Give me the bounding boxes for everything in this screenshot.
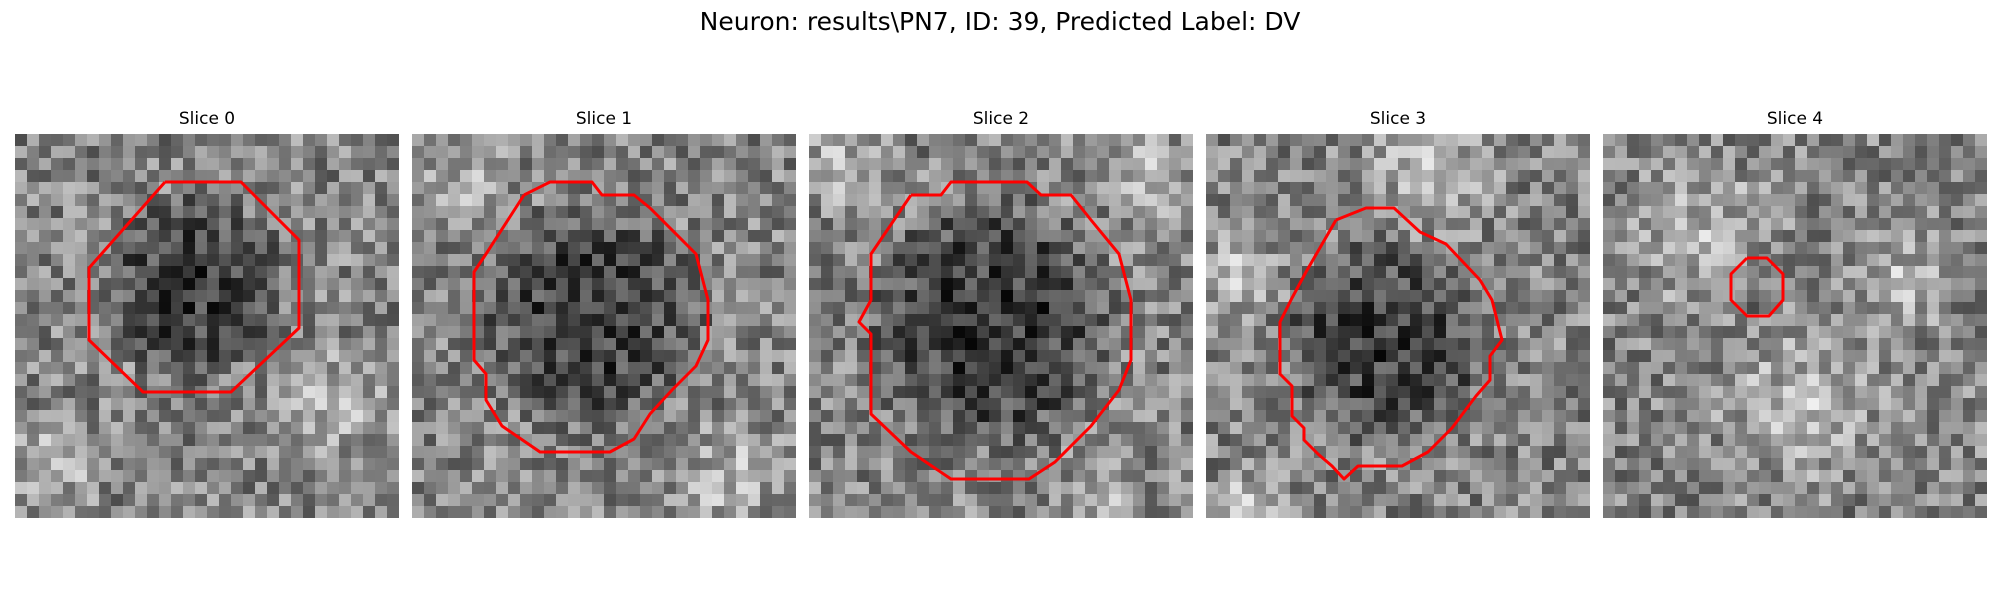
neuron-contour-overlay bbox=[1729, 256, 1785, 318]
neuron-contour bbox=[1729, 256, 1785, 318]
slice-panel-0: Slice 0 bbox=[15, 108, 399, 518]
neuron-contour-overlay bbox=[1278, 206, 1504, 481]
slice-title: Slice 2 bbox=[972, 109, 1030, 129]
slice-image-frame bbox=[412, 134, 796, 518]
slice-image-frame bbox=[1206, 134, 1590, 518]
neuron-contour bbox=[472, 180, 710, 454]
neuron-contour-overlay bbox=[857, 180, 1133, 481]
grayscale-slice-image bbox=[15, 134, 399, 518]
neuron-contour-overlay bbox=[87, 180, 301, 394]
slice-image-frame bbox=[1603, 134, 1987, 518]
slice-image-frame bbox=[15, 134, 399, 518]
grayscale-slice-image bbox=[412, 134, 796, 518]
slice-title: Slice 0 bbox=[178, 109, 236, 129]
grayscale-slice-image bbox=[1206, 134, 1590, 518]
slice-title: Slice 4 bbox=[1766, 109, 1824, 129]
neuron-contour bbox=[1278, 206, 1504, 481]
figure-title: Neuron: results\PN7, ID: 39, Predicted L… bbox=[699, 7, 1301, 36]
slice-image-frame bbox=[809, 134, 1193, 518]
slice-panel-4: Slice 4 bbox=[1603, 108, 1987, 518]
slice-title: Slice 1 bbox=[575, 109, 633, 129]
slice-panel-3: Slice 3 bbox=[1206, 108, 1590, 518]
neuron-contour-overlay bbox=[472, 180, 710, 454]
neuron-contour bbox=[87, 180, 301, 394]
slice-panel-2: Slice 2 bbox=[809, 108, 1193, 518]
slice-panel-1: Slice 1 bbox=[412, 108, 796, 518]
grayscale-slice-image bbox=[809, 134, 1193, 518]
neuron-contour bbox=[857, 180, 1133, 481]
slice-title: Slice 3 bbox=[1369, 109, 1427, 129]
grayscale-slice-image bbox=[1603, 134, 1987, 518]
